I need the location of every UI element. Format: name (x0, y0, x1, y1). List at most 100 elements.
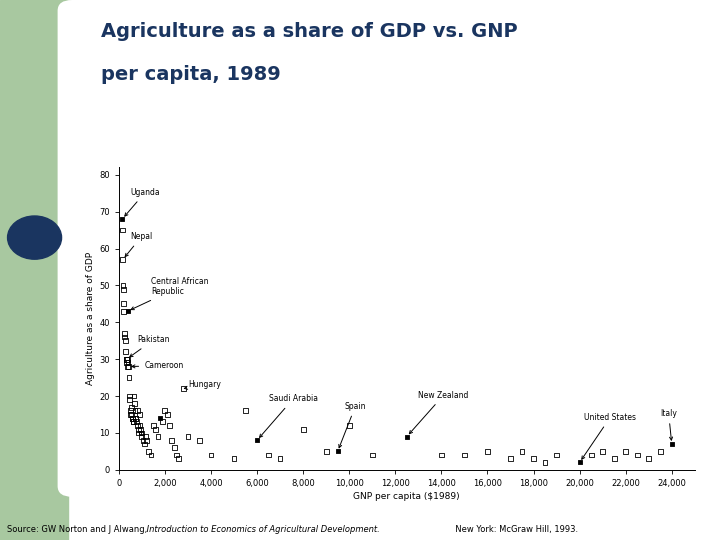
Point (178, 384, 189, 393)
Point (332, 447, 343, 456)
Point (551, 451, 562, 460)
Point (140, 433, 151, 441)
Point (125, 407, 136, 415)
Point (124, 392, 135, 400)
Point (240, 407, 251, 415)
Point (168, 443, 180, 452)
Point (122, 362, 133, 371)
Point (643, 455, 654, 463)
Point (125, 403, 137, 411)
Point (117, 255, 128, 264)
Point (130, 414, 142, 422)
Text: per capita, 1989: per capita, 1989 (101, 65, 281, 84)
Point (121, 359, 132, 367)
Point (135, 429, 147, 437)
Point (120, 336, 131, 345)
Point (166, 436, 178, 444)
Point (127, 414, 138, 422)
Text: United States: United States (582, 413, 636, 459)
Point (194, 436, 205, 444)
Point (320, 447, 332, 456)
Point (608, 455, 620, 463)
Point (482, 447, 493, 456)
Point (366, 451, 378, 460)
Point (135, 433, 147, 441)
Point (171, 451, 182, 460)
Point (124, 395, 135, 404)
Point (436, 451, 447, 460)
Point (117, 285, 129, 293)
Point (251, 436, 263, 444)
Point (128, 392, 140, 400)
Point (297, 425, 309, 434)
Text: New Zealand: New Zealand (410, 391, 469, 434)
Point (140, 436, 152, 444)
Point (118, 307, 130, 315)
Text: Uganda: Uganda (125, 188, 160, 216)
Text: Hungary: Hungary (184, 380, 221, 389)
Point (528, 455, 539, 463)
Text: Pakistan: Pakistan (130, 335, 170, 357)
Point (148, 421, 159, 430)
Point (401, 433, 413, 441)
Point (539, 458, 551, 467)
Point (134, 410, 145, 419)
Point (145, 451, 157, 460)
Point (127, 414, 138, 422)
Point (138, 436, 149, 444)
Point (143, 447, 155, 456)
Text: Nepal: Nepal (125, 232, 153, 256)
Point (205, 451, 217, 460)
Text: Source: GW Norton and J Alwang,: Source: GW Norton and J Alwang, (7, 524, 148, 534)
Point (127, 417, 139, 426)
Point (159, 407, 171, 415)
Text: Introduction to Economics of Agricultural Development.: Introduction to Economics of Agricultura… (144, 524, 379, 534)
X-axis label: GNP per capita ($1989): GNP per capita ($1989) (354, 492, 460, 501)
Point (136, 429, 148, 437)
Point (122, 362, 134, 371)
Point (127, 417, 139, 426)
Point (120, 355, 132, 363)
Text: Spain: Spain (339, 402, 366, 448)
Point (132, 425, 144, 434)
Point (161, 410, 173, 419)
Point (585, 451, 597, 460)
Point (119, 333, 130, 341)
Point (173, 455, 184, 463)
Text: Italy: Italy (660, 409, 677, 440)
Point (150, 425, 161, 434)
Point (654, 447, 666, 456)
Point (138, 440, 150, 448)
Point (597, 447, 608, 456)
Point (620, 447, 631, 456)
Point (228, 455, 240, 463)
Point (129, 399, 140, 408)
Point (130, 417, 142, 426)
Point (118, 300, 130, 308)
Point (163, 421, 175, 430)
Point (666, 440, 678, 448)
Point (631, 451, 643, 460)
Point (516, 447, 528, 456)
Point (130, 414, 141, 422)
Point (129, 407, 140, 415)
Point (117, 226, 128, 234)
Text: Cameroon: Cameroon (132, 361, 184, 370)
Point (155, 414, 166, 422)
Y-axis label: Agriculture as a share of GDP: Agriculture as a share of GDP (86, 252, 95, 385)
Point (123, 373, 135, 382)
Point (122, 307, 133, 315)
Point (122, 355, 133, 363)
Point (505, 455, 516, 463)
Point (182, 433, 194, 441)
Point (157, 417, 168, 426)
Point (263, 451, 274, 460)
Point (126, 410, 138, 419)
Point (135, 425, 146, 434)
Text: Central African
Republic: Central African Republic (131, 277, 209, 309)
Text: New York: McGraw Hill, 1993.: New York: McGraw Hill, 1993. (450, 524, 578, 534)
Point (121, 355, 132, 363)
Point (132, 407, 143, 415)
Point (117, 281, 129, 290)
Point (133, 429, 145, 437)
